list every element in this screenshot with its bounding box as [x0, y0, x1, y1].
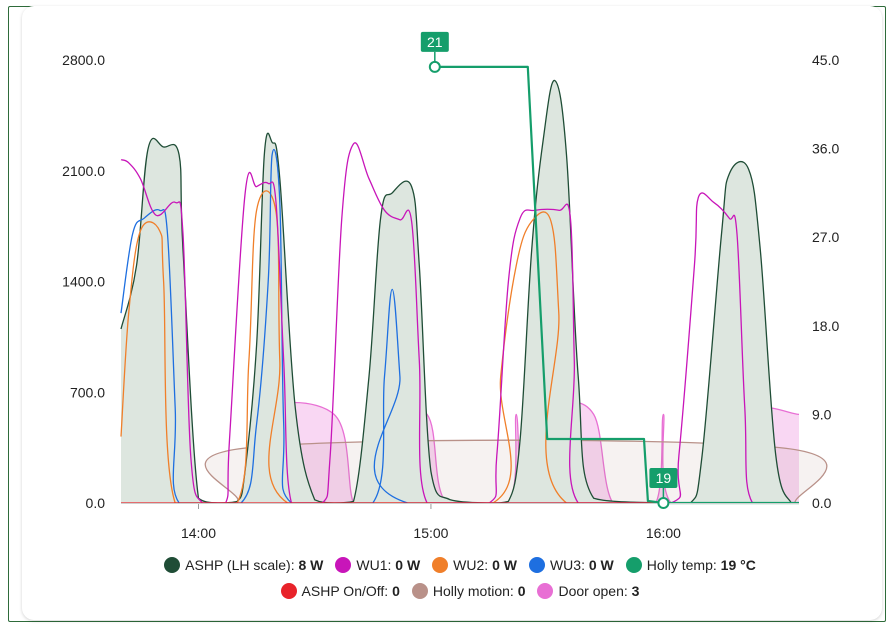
- legend: ASHP (LH scale): 8 W WU1: 0 W WU2: 0 W WU3:…: [40, 552, 880, 604]
- left-tick-1: 700.0: [70, 384, 105, 400]
- right-tick-3: 27.0: [812, 229, 839, 245]
- legend-swatch-icon: [280, 583, 297, 599]
- legend-item-ashp-lh-scale[interactable]: ASHP (LH scale): 8 W: [164, 557, 323, 573]
- right-axis: 0.0 9.0 18.0 27.0 36.0 45.0: [812, 52, 839, 511]
- left-tick-4: 2800.0: [62, 52, 105, 68]
- legend-value: 19 °C: [720, 557, 756, 573]
- legend-label: ASHP (LH scale): 8 W: [185, 557, 324, 573]
- series-ashp-lh-scale: [120, 79, 799, 504]
- legend-value: 0 W: [588, 557, 614, 573]
- legend-label: ASHP On/Off: 0: [301, 583, 400, 599]
- series-line-door-open: [121, 401, 800, 504]
- right-tick-5: 45.0: [812, 52, 839, 68]
- legend-value: 3: [631, 583, 640, 599]
- legend-value: 0 W: [492, 557, 517, 573]
- legend-row-1: ASHP (LH scale): 8 W WU1: 0 W WU2: 0 W WU3:…: [40, 552, 880, 578]
- legend-item-wu1[interactable]: WU1: 0 W: [335, 557, 420, 573]
- legend-swatch-icon: [335, 557, 352, 573]
- right-tick-0: 0.0: [812, 495, 832, 511]
- right-tick-1: 9.0: [812, 406, 832, 422]
- legend-swatch-icon: [537, 583, 554, 599]
- legend-label: Holly motion: 0: [432, 583, 526, 599]
- left-tick-2: 1400.0: [62, 274, 105, 290]
- legend-item-wu2[interactable]: WU2: 0 W: [432, 557, 517, 573]
- legend-value: 0: [517, 583, 526, 599]
- x-tick-0: 14:00: [181, 525, 216, 541]
- legend-swatch-icon: [528, 557, 545, 573]
- series-layer: [120, 65, 828, 505]
- legend-item-wu3[interactable]: WU3: 0 W: [528, 557, 614, 573]
- left-tick-3: 2100.0: [62, 163, 105, 179]
- x-tick-1: 15:00: [413, 525, 448, 541]
- legend-swatch-icon: [411, 583, 428, 599]
- legend-swatch-icon: [432, 557, 449, 573]
- legend-label: Holly temp: 19 °C: [646, 557, 756, 573]
- x-tick-2: 16:00: [646, 525, 681, 541]
- temp-label-box-0: [420, 31, 449, 52]
- left-tick-0: 0.0: [86, 495, 106, 511]
- temp-point-0: [428, 60, 441, 73]
- legend-swatch-icon: [164, 557, 181, 573]
- legend-item-holly-temp[interactable]: Holly temp: 19 °C: [625, 557, 756, 573]
- legend-item-door-open[interactable]: Door open: 3: [537, 583, 639, 599]
- series-line-ashp-lh-scale: [120, 79, 799, 504]
- temp-point-1: [657, 497, 670, 509]
- legend-label: WU2: 0 W: [453, 557, 517, 573]
- series-line-wu3: [120, 148, 799, 504]
- left-axis: 0.0 700.0 1400.0 2100.0 2800.0: [62, 52, 105, 511]
- legend-row-2: ASHP On/Off: 0 Holly motion: 0 Door open: …: [40, 578, 880, 604]
- legend-item-ashp-on-off[interactable]: ASHP On/Off: 0: [280, 583, 400, 599]
- series-line-wu2: [120, 190, 799, 504]
- x-axis: 14:00 15:00 16:00: [121, 503, 799, 541]
- legend-value: 8 W: [298, 557, 324, 573]
- legend-label: WU1: 0 W: [356, 557, 421, 573]
- legend-label: Door open: 3: [558, 583, 640, 599]
- series-wu2: [120, 190, 799, 504]
- right-tick-4: 36.0: [812, 141, 839, 157]
- legend-swatch-icon: [625, 557, 642, 573]
- point-labels: 21 19: [420, 31, 678, 509]
- legend-value: 0: [392, 583, 400, 599]
- legend-item-holly-motion[interactable]: Holly motion: 0: [411, 583, 526, 599]
- legend-value: 0 W: [395, 557, 421, 573]
- legend-label: WU3: 0 W: [549, 557, 614, 573]
- series-wu3: [120, 148, 799, 504]
- temp-label-1: 19: [656, 470, 672, 486]
- right-tick-2: 18.0: [812, 318, 839, 334]
- temp-label-0: 21: [427, 34, 443, 50]
- series-fill-ashp-lh-scale: [121, 80, 799, 504]
- temp-label-box-1: [649, 468, 678, 488]
